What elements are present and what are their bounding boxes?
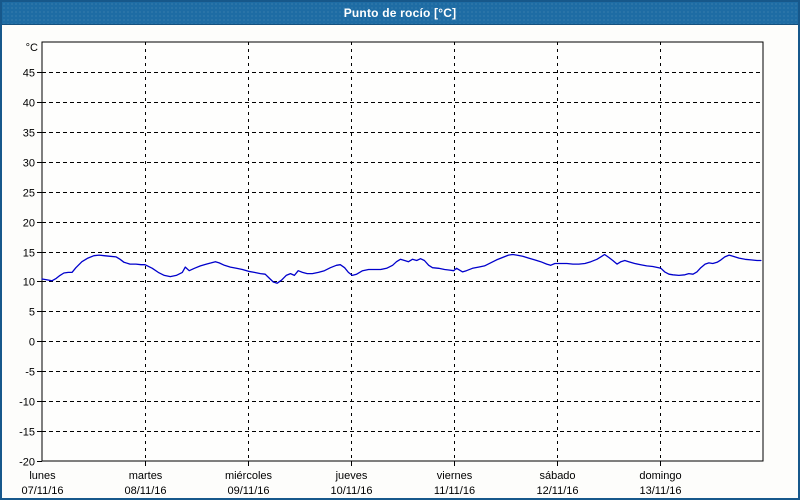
y-tick-label: 5 (29, 307, 35, 319)
x-date-label: 08/11/16 (124, 485, 166, 497)
x-day-name-label: sábado (539, 470, 575, 482)
y-tick-label: -15 (19, 427, 35, 439)
x-date-label: 10/11/16 (330, 485, 372, 497)
x-day-name-label: domingo (639, 470, 681, 482)
dewpoint-series-line (41, 253, 762, 284)
y-tick-label: 30 (23, 158, 35, 170)
x-day-name-label: miércoles (225, 470, 273, 482)
x-day-name-label: jueves (335, 470, 368, 482)
x-date-label: 13/11/16 (639, 485, 681, 497)
y-tick-label: 40 (23, 98, 35, 110)
y-tick-label: -20 (19, 457, 35, 469)
y-tick-label: 25 (23, 188, 35, 200)
plot-area (41, 41, 764, 462)
x-day-name-label: martes (129, 470, 163, 482)
title-bar: Punto de rocío [°C] (2, 2, 798, 25)
y-tick-label: 45 (23, 68, 35, 80)
y-tick-label: -10 (19, 397, 35, 409)
y-axis-unit-label: °C (26, 42, 38, 54)
x-day-name-label: lunes (29, 470, 56, 482)
x-date-label: 11/11/16 (434, 485, 475, 497)
y-tick-label: 20 (23, 218, 35, 230)
x-date-label: 07/11/16 (21, 485, 63, 497)
y-tick-label: 35 (23, 128, 35, 140)
x-date-label: 09/11/16 (227, 485, 269, 497)
page-title: Punto de rocío [°C] (343, 6, 457, 20)
y-tick-label: 10 (23, 277, 35, 289)
y-tick-label: 15 (23, 248, 35, 260)
y-tick-label: -5 (25, 367, 35, 379)
y-tick-label: 0 (29, 337, 35, 349)
x-day-name-label: viernes (437, 470, 473, 482)
x-date-label: 12/11/16 (536, 485, 578, 497)
